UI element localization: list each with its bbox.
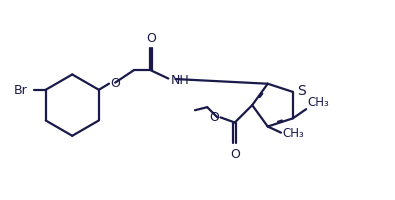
Text: CH₃: CH₃: [307, 96, 329, 109]
Text: NH: NH: [171, 73, 190, 86]
Text: O: O: [209, 111, 219, 124]
Text: Br: Br: [13, 84, 27, 97]
Text: O: O: [111, 77, 120, 90]
Text: O: O: [146, 32, 156, 45]
Text: CH₃: CH₃: [282, 127, 304, 139]
Text: S: S: [297, 84, 306, 98]
Text: O: O: [230, 147, 240, 160]
